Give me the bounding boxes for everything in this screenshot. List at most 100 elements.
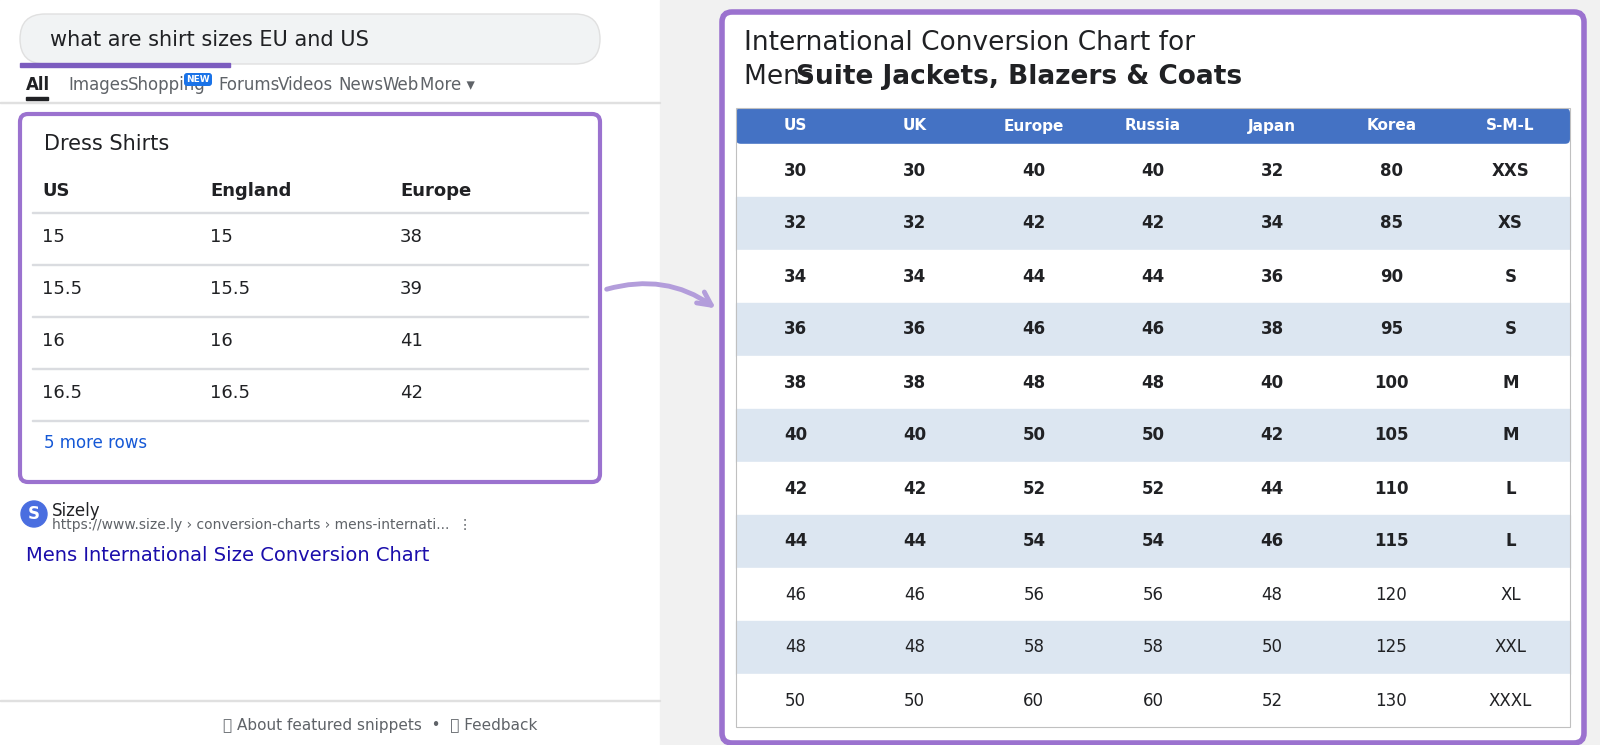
Text: International Conversion Chart for: International Conversion Chart for: [744, 30, 1195, 56]
Text: 15.5: 15.5: [210, 280, 250, 298]
Text: 44: 44: [902, 533, 926, 551]
Text: 42: 42: [1022, 215, 1045, 232]
Text: 16: 16: [42, 332, 64, 350]
Text: 58: 58: [1142, 638, 1163, 656]
FancyBboxPatch shape: [722, 12, 1584, 743]
Text: 48: 48: [786, 638, 806, 656]
Text: 34: 34: [784, 267, 806, 285]
Text: L: L: [1506, 480, 1515, 498]
Text: 15: 15: [210, 228, 234, 246]
Bar: [736, 108, 1570, 727]
FancyBboxPatch shape: [19, 114, 600, 482]
Text: 46: 46: [904, 586, 925, 603]
Bar: [736, 144, 1570, 197]
Text: Korea: Korea: [1366, 118, 1416, 133]
Text: 46: 46: [786, 586, 806, 603]
Text: Russia: Russia: [1125, 118, 1181, 133]
Text: 52: 52: [1261, 691, 1283, 709]
Text: 46: 46: [1261, 533, 1283, 551]
Text: 16: 16: [210, 332, 232, 350]
Text: 38: 38: [400, 228, 422, 246]
Text: US: US: [784, 118, 808, 133]
Text: 15.5: 15.5: [42, 280, 82, 298]
Text: 40: 40: [1022, 162, 1045, 180]
Bar: [736, 356, 1570, 409]
Text: 125: 125: [1376, 638, 1406, 656]
Text: 46: 46: [1141, 320, 1165, 338]
FancyArrowPatch shape: [606, 284, 712, 305]
Text: 5 more rows: 5 more rows: [45, 434, 147, 452]
Text: Images: Images: [67, 76, 128, 94]
Text: 40: 40: [1261, 373, 1283, 392]
Text: 48: 48: [1262, 586, 1283, 603]
Text: 60: 60: [1142, 691, 1163, 709]
Text: Videos: Videos: [278, 76, 333, 94]
Text: https://www.size.ly › conversion-charts › mens-internati...  ⋮: https://www.size.ly › conversion-charts …: [51, 518, 472, 532]
Text: 50: 50: [1262, 638, 1283, 656]
Bar: [736, 197, 1570, 250]
Text: 115: 115: [1374, 533, 1408, 551]
Text: S: S: [29, 505, 40, 523]
Text: Japan: Japan: [1248, 118, 1296, 133]
Text: M: M: [1502, 373, 1518, 392]
Text: Suite Jackets, Blazers & Coats: Suite Jackets, Blazers & Coats: [797, 64, 1242, 90]
Text: 16.5: 16.5: [42, 384, 82, 402]
Text: 32: 32: [902, 215, 926, 232]
Text: 50: 50: [1141, 426, 1165, 445]
Text: S: S: [1504, 267, 1517, 285]
Circle shape: [21, 501, 46, 527]
Text: Sizely: Sizely: [51, 502, 101, 520]
Text: 36: 36: [902, 320, 926, 338]
Text: 80: 80: [1379, 162, 1403, 180]
Text: 44: 44: [1261, 480, 1283, 498]
Text: 44: 44: [784, 533, 806, 551]
Text: 56: 56: [1024, 586, 1045, 603]
Text: Mens: Mens: [744, 64, 822, 90]
Bar: [26, 97, 48, 100]
Text: ⓘ About featured snippets  •  📷 Feedback: ⓘ About featured snippets • 📷 Feedback: [222, 718, 538, 733]
Text: 40: 40: [902, 426, 926, 445]
Text: All: All: [26, 76, 50, 94]
Text: 54: 54: [1141, 533, 1165, 551]
Text: Mens International Size Conversion Chart: Mens International Size Conversion Chart: [26, 546, 429, 565]
Text: 52: 52: [1022, 480, 1045, 498]
Text: 42: 42: [1261, 426, 1283, 445]
Text: Europe: Europe: [400, 182, 472, 200]
Text: 110: 110: [1374, 480, 1408, 498]
Text: US: US: [42, 182, 69, 200]
Text: NEW: NEW: [186, 75, 210, 84]
Text: 40: 40: [1141, 162, 1165, 180]
Text: S-M-L: S-M-L: [1486, 118, 1534, 133]
Text: More ▾: More ▾: [419, 76, 475, 94]
Text: Europe: Europe: [1003, 118, 1064, 133]
Bar: [736, 303, 1570, 356]
Text: what are shirt sizes EU and US: what are shirt sizes EU and US: [50, 30, 370, 50]
Text: XS: XS: [1498, 215, 1523, 232]
Text: Forums: Forums: [218, 76, 280, 94]
Text: News: News: [338, 76, 382, 94]
Text: XXS: XXS: [1491, 162, 1530, 180]
Text: 50: 50: [1022, 426, 1045, 445]
Text: 42: 42: [400, 384, 422, 402]
Text: 34: 34: [902, 267, 926, 285]
Text: UK: UK: [902, 118, 926, 133]
Text: S: S: [1504, 320, 1517, 338]
Text: 40: 40: [784, 426, 806, 445]
Text: 120: 120: [1376, 586, 1406, 603]
Text: 16.5: 16.5: [210, 384, 250, 402]
Text: 50: 50: [904, 691, 925, 709]
Text: 100: 100: [1374, 373, 1408, 392]
Bar: [661, 0, 1600, 745]
Text: 85: 85: [1379, 215, 1403, 232]
Bar: [736, 621, 1570, 674]
Text: 50: 50: [786, 691, 806, 709]
Text: XL: XL: [1501, 586, 1520, 603]
Bar: [736, 568, 1570, 621]
Text: 105: 105: [1374, 426, 1408, 445]
Text: 30: 30: [784, 162, 806, 180]
Bar: [736, 409, 1570, 462]
Text: 34: 34: [1261, 215, 1283, 232]
Text: 46: 46: [1022, 320, 1045, 338]
Text: 48: 48: [904, 638, 925, 656]
Text: 32: 32: [784, 215, 806, 232]
